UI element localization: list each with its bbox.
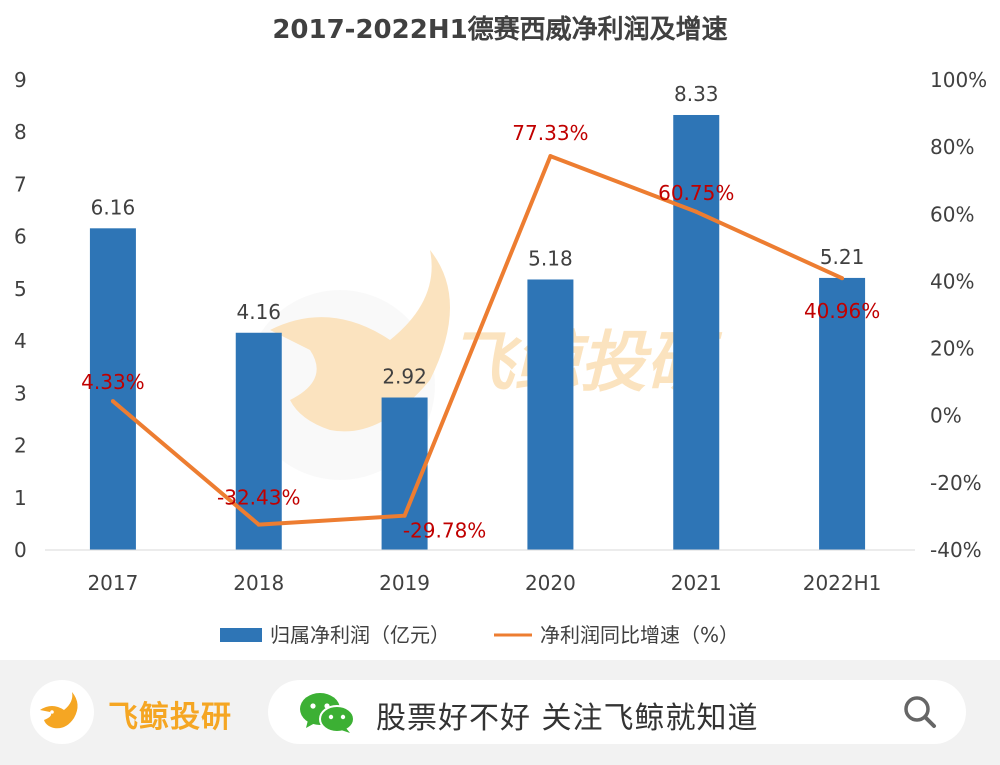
line-value-label: -32.43% <box>217 486 300 510</box>
y-axis-left: 0 1 2 3 4 5 6 7 8 9 <box>14 68 27 562</box>
bar-series <box>89 114 866 551</box>
y-right-tick-label: 20% <box>930 337 974 361</box>
x-tick-label: 2021 <box>671 571 722 595</box>
line-series <box>110 154 845 527</box>
y-right-tick-label: -40% <box>930 538 982 562</box>
y-axis-right: -40% -20% 0% 20% 40% 60% 80% 100% <box>930 68 987 562</box>
y-left-tick-label: 2 <box>14 434 27 458</box>
search-bar[interactable]: 股票好不好 关注飞鲸就知道 <box>268 680 966 744</box>
line-point <box>548 154 553 159</box>
bar-value-label: 6.16 <box>91 195 136 219</box>
search-tagline: 股票好不好 关注飞鲸就知道 <box>376 701 759 736</box>
brand-logo[interactable]: 飞鲸投研 <box>30 680 250 744</box>
line-value-label: 60.75% <box>658 181 734 205</box>
x-tick-label: 2017 <box>87 571 138 595</box>
chart-area: 2017-2022H1德赛西威净利润及增速 飞鲸投研 0 1 2 3 4 5 6 7 8 9 -4… <box>14 14 988 647</box>
bar <box>89 228 136 551</box>
legend: 归属净利润（亿元） 净利润同比增速（%） <box>220 623 739 647</box>
y-left-tick-label: 3 <box>14 381 27 405</box>
line-value-label: -29.78% <box>403 519 486 543</box>
line-point <box>110 399 115 404</box>
legend-bar-swatch <box>220 628 262 642</box>
bar-value-label: 2.92 <box>382 365 427 389</box>
y-left-tick-label: 8 <box>14 120 27 144</box>
line-point <box>694 209 699 214</box>
y-left-tick-label: 6 <box>14 225 27 249</box>
bar-value-label: 8.33 <box>674 82 719 106</box>
chart-svg: 2017-2022H1德赛西威净利润及增速 飞鲸投研 0 1 2 3 4 5 6 7 8 9 -4… <box>14 14 987 647</box>
y-right-tick-label: -20% <box>930 471 982 495</box>
chart-title: 2017-2022H1德赛西威净利润及增速 <box>272 14 727 45</box>
footer-bar: 飞鲸投研 股票好不好 关注飞鲸就知道 <box>0 660 1000 765</box>
y-right-tick-label: 0% <box>930 404 962 428</box>
brand-name: 飞鲸投研 <box>108 700 232 735</box>
watermark: 飞鲸投研 <box>245 250 723 480</box>
y-right-tick-label: 60% <box>930 202 974 226</box>
line-value-label: 4.33% <box>81 370 145 394</box>
x-tick-label: 2020 <box>525 571 576 595</box>
bar <box>673 114 720 550</box>
line-point <box>256 522 261 527</box>
growth-line <box>111 154 843 527</box>
watermark-whale-shape <box>270 250 450 432</box>
line-value-labels: 4.33% -32.43% -29.78% 77.33% 60.75% 40.96% <box>81 121 880 543</box>
y-left-tick-label: 5 <box>14 277 27 301</box>
bar <box>235 332 282 550</box>
whale-logo-icon <box>30 680 94 744</box>
line-value-label: 40.96% <box>804 299 880 323</box>
x-axis-labels: 2017 2018 2019 2020 2021 2022H1 <box>87 571 881 595</box>
x-tick-label: 2018 <box>233 571 284 595</box>
bar-value-labels: 6.16 4.16 2.92 5.18 8.33 5.21 <box>91 82 865 389</box>
bar-value-label: 4.16 <box>236 300 281 324</box>
legend-line-label: 净利润同比增速（%） <box>540 623 739 647</box>
y-left-tick-label: 7 <box>14 172 27 196</box>
wechat-icon <box>298 692 356 734</box>
line-value-label: 77.33% <box>512 121 588 145</box>
x-tick-label: 2019 <box>379 571 430 595</box>
y-left-tick-label: 0 <box>14 538 27 562</box>
y-right-tick-label: 40% <box>930 269 974 293</box>
legend-bar-label: 归属净利润（亿元） <box>270 623 450 647</box>
bar <box>819 277 866 550</box>
y-left-tick-label: 9 <box>14 68 27 92</box>
y-right-tick-label: 80% <box>930 135 974 159</box>
y-left-tick-label: 1 <box>14 486 27 510</box>
bar <box>527 279 574 550</box>
bar-value-label: 5.21 <box>820 245 865 269</box>
line-point <box>402 513 407 518</box>
bar-value-label: 5.18 <box>528 246 573 270</box>
y-right-tick-label: 100% <box>930 68 987 92</box>
y-left-tick-label: 4 <box>14 329 27 353</box>
search-icon[interactable] <box>902 694 938 730</box>
line-point <box>840 276 845 281</box>
x-tick-label: 2022H1 <box>803 571 882 595</box>
